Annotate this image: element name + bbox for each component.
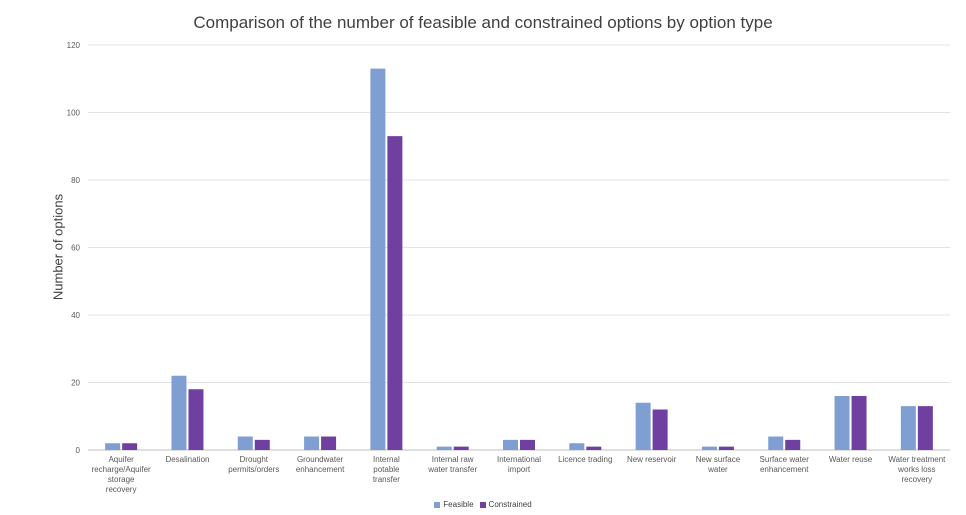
x-tick-label: Water treatment works loss recovery: [888, 455, 946, 484]
bar-constrained: [188, 389, 204, 450]
x-tick-label: Internal raw water transfer: [427, 455, 477, 474]
legend-swatch: [479, 502, 486, 508]
x-tick-label: International import: [497, 455, 541, 474]
y-tick-label: 80: [71, 176, 80, 185]
bar-feasible: [834, 396, 850, 450]
bar-feasible: [635, 402, 651, 450]
x-tick-label: Licence trading: [558, 455, 612, 464]
bar-feasible: [569, 443, 585, 450]
legend-item: Feasible: [434, 500, 474, 509]
bar-feasible: [105, 443, 121, 450]
bar-feasible: [768, 436, 784, 450]
x-tick-label: Aquifer recharge/Aquifer storage recovery: [92, 455, 151, 494]
chart-title: Comparison of the number of feasible and…: [193, 13, 773, 32]
x-tick-label: Drought permits/orders: [228, 455, 279, 474]
legend-item: Constrained: [479, 500, 532, 509]
x-tick-label: Internal potable transfer: [373, 455, 400, 484]
bar-constrained: [652, 409, 668, 450]
x-tick-label: New reservoir: [627, 455, 677, 464]
bar-feasible: [503, 439, 518, 450]
bar-constrained: [453, 446, 469, 450]
bar-constrained: [321, 436, 337, 450]
x-tick-label: Desalination: [165, 455, 209, 464]
bar-feasible: [237, 436, 253, 450]
bar-constrained: [122, 443, 138, 450]
bar-constrained: [586, 446, 602, 450]
bar-constrained: [917, 406, 933, 450]
x-tick-label: Surface water enhancement: [760, 455, 810, 474]
bar-feasible: [304, 436, 320, 450]
chart-legend: Feasible Constrained: [0, 500, 966, 509]
bar-constrained: [387, 136, 403, 450]
bar-feasible: [900, 406, 916, 450]
y-tick-label: 120: [67, 41, 81, 50]
y-tick-label: 20: [71, 379, 80, 388]
y-tick-label: 100: [67, 109, 81, 118]
legend-swatch: [434, 502, 441, 508]
bar-constrained: [851, 396, 867, 450]
bar-constrained: [520, 439, 535, 450]
bar-feasible: [171, 375, 187, 450]
bar-feasible: [436, 446, 452, 450]
x-tick-label: New surface water: [696, 455, 741, 474]
bar-constrained: [785, 439, 801, 450]
y-tick-label: 40: [71, 311, 80, 320]
y-tick-label: 0: [76, 446, 81, 455]
x-tick-label: Water reuse: [829, 455, 873, 464]
bar-feasible: [701, 446, 717, 450]
y-tick-label: 60: [71, 244, 80, 253]
bar-feasible: [370, 68, 386, 450]
legend-label: Constrained: [488, 500, 532, 509]
bar-constrained: [254, 439, 270, 450]
bar-constrained: [718, 446, 734, 450]
legend-label: Feasible: [443, 500, 474, 509]
x-tick-label: Groundwater enhancement: [296, 455, 345, 474]
